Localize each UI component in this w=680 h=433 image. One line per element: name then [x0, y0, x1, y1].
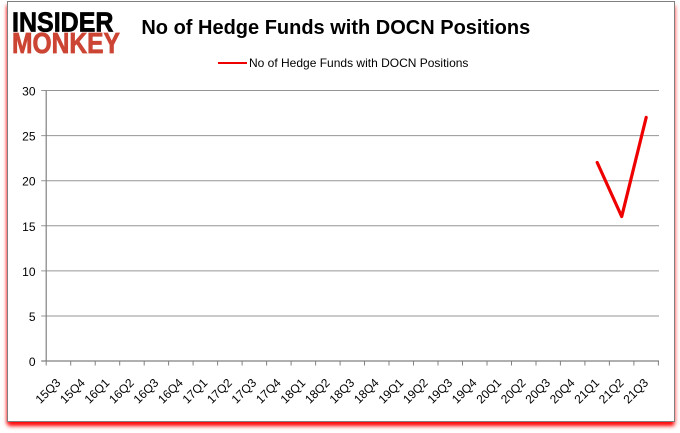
- svg-text:10: 10: [22, 265, 36, 279]
- svg-text:16Q4: 16Q4: [155, 375, 186, 406]
- svg-text:16Q3: 16Q3: [131, 375, 162, 406]
- svg-text:21Q1: 21Q1: [571, 375, 602, 406]
- svg-text:17Q1: 17Q1: [180, 375, 211, 406]
- svg-text:15Q3: 15Q3: [33, 375, 64, 406]
- svg-text:25: 25: [22, 130, 36, 144]
- svg-text:18Q4: 18Q4: [351, 375, 382, 406]
- svg-text:20Q3: 20Q3: [522, 375, 553, 406]
- svg-text:0: 0: [29, 355, 36, 369]
- svg-text:15: 15: [22, 220, 36, 234]
- svg-text:18Q2: 18Q2: [302, 375, 333, 406]
- svg-text:16Q2: 16Q2: [106, 375, 137, 406]
- svg-text:21Q2: 21Q2: [596, 375, 627, 406]
- svg-text:30: 30: [22, 85, 36, 99]
- svg-text:17Q4: 17Q4: [253, 375, 284, 406]
- svg-text:19Q4: 19Q4: [449, 375, 480, 406]
- svg-text:20Q4: 20Q4: [547, 375, 578, 406]
- svg-text:20Q2: 20Q2: [498, 375, 529, 406]
- svg-text:19Q3: 19Q3: [425, 375, 456, 406]
- svg-text:19Q2: 19Q2: [400, 375, 431, 406]
- svg-text:20Q1: 20Q1: [473, 375, 504, 406]
- svg-text:21Q3: 21Q3: [620, 375, 651, 406]
- svg-text:18Q1: 18Q1: [278, 375, 309, 406]
- svg-text:18Q3: 18Q3: [327, 375, 358, 406]
- svg-text:15Q4: 15Q4: [57, 375, 88, 406]
- svg-text:16Q1: 16Q1: [82, 375, 113, 406]
- svg-text:17Q2: 17Q2: [204, 375, 235, 406]
- svg-text:5: 5: [29, 310, 36, 324]
- svg-text:20: 20: [22, 175, 36, 189]
- svg-text:17Q3: 17Q3: [229, 375, 260, 406]
- svg-text:19Q1: 19Q1: [376, 375, 407, 406]
